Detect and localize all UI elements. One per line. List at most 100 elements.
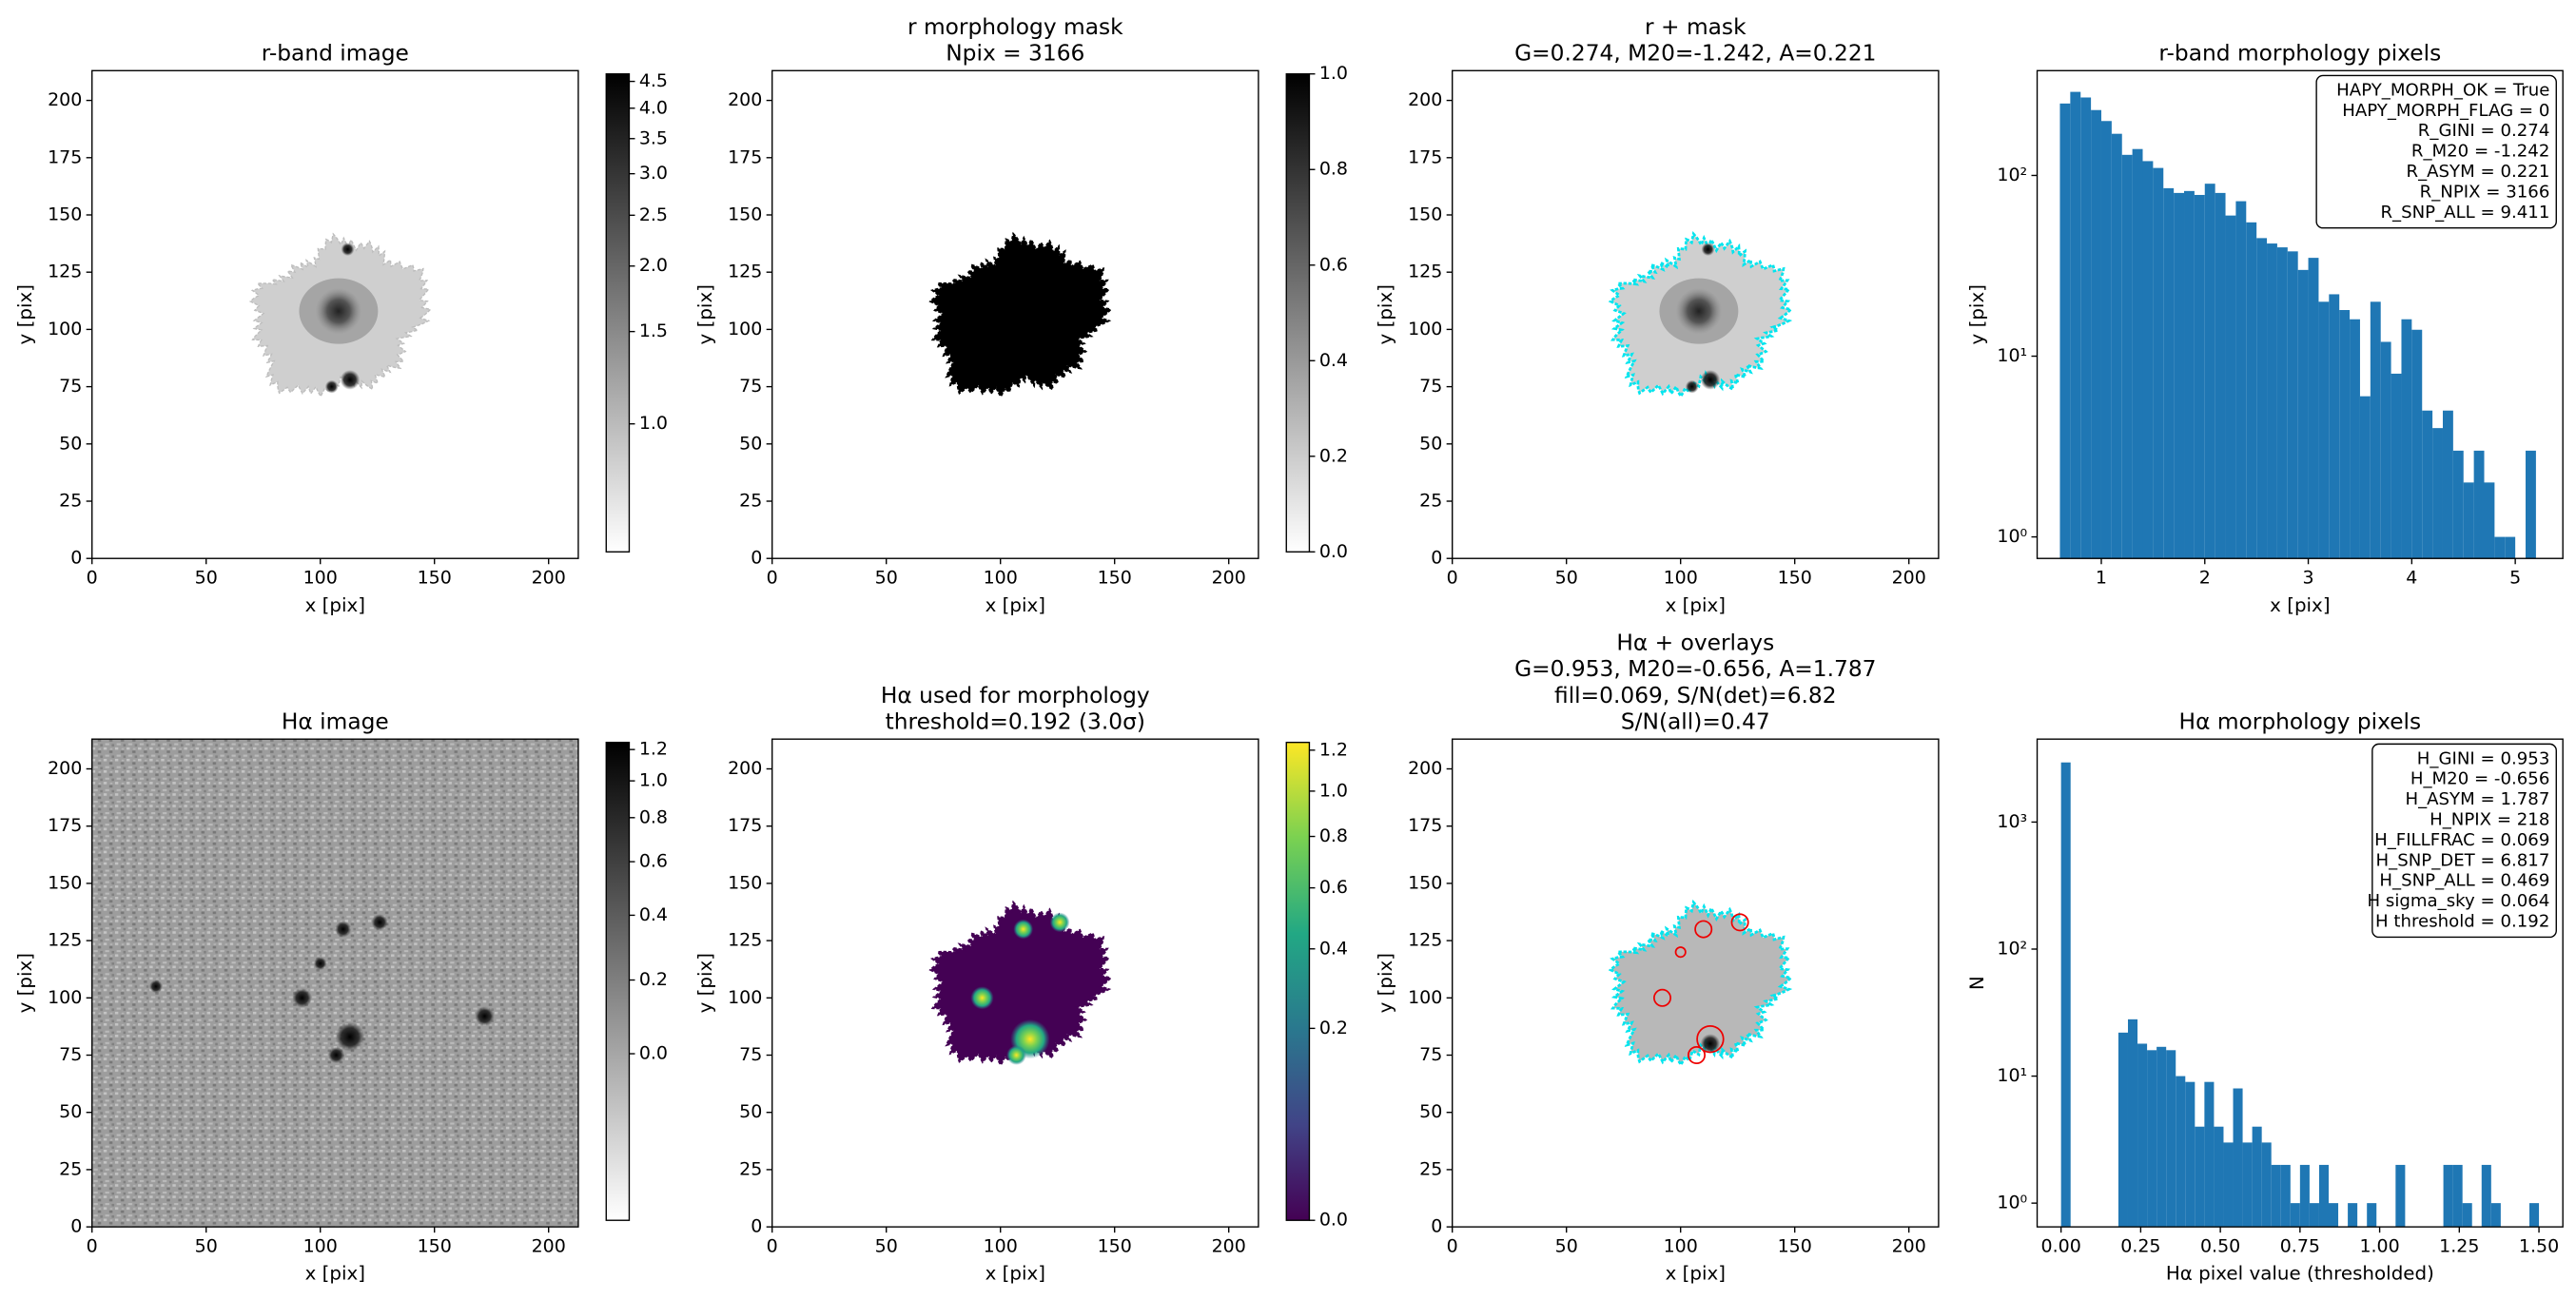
- x-tick-label: 5: [2509, 567, 2521, 588]
- annotation-text: H_NPIX = 218: [2430, 810, 2549, 830]
- y-tick-label: 75: [1419, 1044, 1442, 1065]
- panel-title: Hα morphology pixels: [2179, 708, 2422, 734]
- bar: [2059, 103, 2071, 559]
- panel-title: G=0.953, M20=-0.656, A=1.787: [1514, 656, 1876, 682]
- bar: [2380, 341, 2391, 559]
- y-tick-label: 175: [728, 146, 762, 167]
- image-feature: [1700, 370, 1721, 390]
- y-axis-label: y [pix]: [694, 284, 716, 344]
- bar: [2156, 1046, 2167, 1228]
- x-axis-label: x [pix]: [986, 594, 1045, 616]
- panel-title: threshold=0.192 (3.0σ): [886, 708, 1145, 734]
- y-tick-label: 100: [48, 319, 82, 340]
- bar: [2494, 536, 2506, 559]
- x-axis-label: x [pix]: [986, 1263, 1045, 1285]
- annotation-text: R_ASYM = 0.221: [2406, 162, 2549, 182]
- image-feature: [315, 287, 362, 335]
- y-axis-label: y [pix]: [1375, 953, 1396, 1013]
- colorbar-tick-label: 0.2: [1319, 1018, 1348, 1038]
- bar: [2111, 133, 2122, 559]
- bar: [2432, 428, 2443, 559]
- x-tick-label: 4: [2406, 567, 2417, 588]
- image-feature: [91, 739, 578, 1228]
- x-tick-label: 0: [1447, 1235, 1458, 1256]
- bar: [2329, 1203, 2339, 1228]
- colorbar: [605, 73, 631, 553]
- bar: [2463, 482, 2474, 559]
- plot-area: [2059, 91, 2536, 559]
- y-tick-label: 75: [59, 376, 82, 397]
- image-feature: [928, 231, 1113, 398]
- x-tick-label: 1.00: [2359, 1235, 2399, 1256]
- x-axis-label: x [pix]: [1666, 1263, 1726, 1285]
- x-tick-label: 100: [303, 1235, 338, 1256]
- y-tick-label: 200: [48, 758, 82, 779]
- x-axis-label: x [pix]: [2270, 594, 2330, 616]
- y-tick-label: 100: [728, 319, 762, 340]
- y-tick-label: 50: [739, 1101, 762, 1122]
- axes-frame: [771, 69, 1259, 559]
- bar: [2194, 194, 2205, 559]
- bar: [2091, 109, 2101, 559]
- x-tick-label: 1.25: [2439, 1235, 2479, 1256]
- y-tick-label: 10¹: [1997, 345, 2027, 366]
- y-tick-label: 50: [1419, 1101, 1442, 1122]
- y-tick-label: 100: [1408, 319, 1442, 340]
- image-feature: [149, 980, 163, 994]
- y-tick-label: 150: [48, 872, 82, 893]
- bar: [2163, 187, 2175, 559]
- y-tick-label: 175: [1408, 146, 1442, 167]
- panel-title: r-band morphology pixels: [2158, 41, 2441, 67]
- panel-title: r-band image: [262, 41, 409, 67]
- annotation-text: H_SNP_DET = 6.817: [2376, 850, 2550, 870]
- colorbar-tick-label: 0.0: [1319, 541, 1348, 562]
- colorbar-tick-label: 0.4: [1319, 938, 1348, 959]
- bar: [2223, 1142, 2234, 1228]
- annotation-text: H_ASYM = 1.787: [2405, 789, 2549, 809]
- x-tick-label: 150: [1098, 567, 1132, 588]
- bar: [2276, 247, 2288, 559]
- y-tick-label: 50: [1419, 433, 1442, 454]
- bar: [2174, 192, 2185, 559]
- bar: [2117, 1032, 2128, 1228]
- bar: [2132, 148, 2143, 559]
- panel: r-band morphology pixels x [pix] y [pix] HA…: [1966, 41, 2564, 616]
- annotation-text: R_SNP_ALL = 9.411: [2380, 203, 2549, 223]
- x-tick-label: 50: [195, 1235, 218, 1256]
- bar: [2214, 1126, 2224, 1228]
- annotation-box: [2371, 743, 2557, 939]
- colorbar-tick-label: 4.0: [639, 97, 668, 118]
- x-axis-label: x [pix]: [305, 594, 365, 616]
- y-tick-label: 150: [1408, 204, 1442, 224]
- y-tick-label: 200: [728, 89, 762, 110]
- bar: [2195, 1126, 2205, 1228]
- y-tick-label: 25: [59, 1158, 82, 1179]
- x-tick-label: 100: [984, 1235, 1018, 1256]
- bar: [2060, 762, 2071, 1228]
- x-tick-label: 200: [1212, 567, 1246, 588]
- plot-area: [1608, 899, 1794, 1068]
- bar: [2490, 1203, 2501, 1228]
- annotation-text: R_M20 = -1.242: [2411, 142, 2550, 162]
- plot-area: [928, 231, 1113, 398]
- bar: [2526, 450, 2536, 559]
- image-feature: [1675, 287, 1723, 335]
- bar: [2242, 1142, 2253, 1228]
- axes-frame: [771, 738, 1259, 1228]
- annotation-text: R_GINI = 0.274: [2418, 121, 2550, 141]
- x-axis-label: x [pix]: [1666, 594, 1726, 616]
- colorbar-tick-label: 0.8: [639, 806, 668, 827]
- y-tick-label: 50: [59, 1101, 82, 1122]
- bar: [2348, 1203, 2358, 1228]
- image-feature: [970, 986, 994, 1010]
- panel-title: fill=0.069, S/N(det)=6.82: [1554, 683, 1837, 708]
- image-feature: [324, 379, 339, 394]
- y-axis-label: y [pix]: [1966, 284, 1988, 344]
- bar: [2318, 1164, 2330, 1228]
- y-axis-label: y [pix]: [1375, 284, 1396, 344]
- x-tick-label: 200: [532, 1235, 566, 1256]
- contour: [1674, 946, 1687, 959]
